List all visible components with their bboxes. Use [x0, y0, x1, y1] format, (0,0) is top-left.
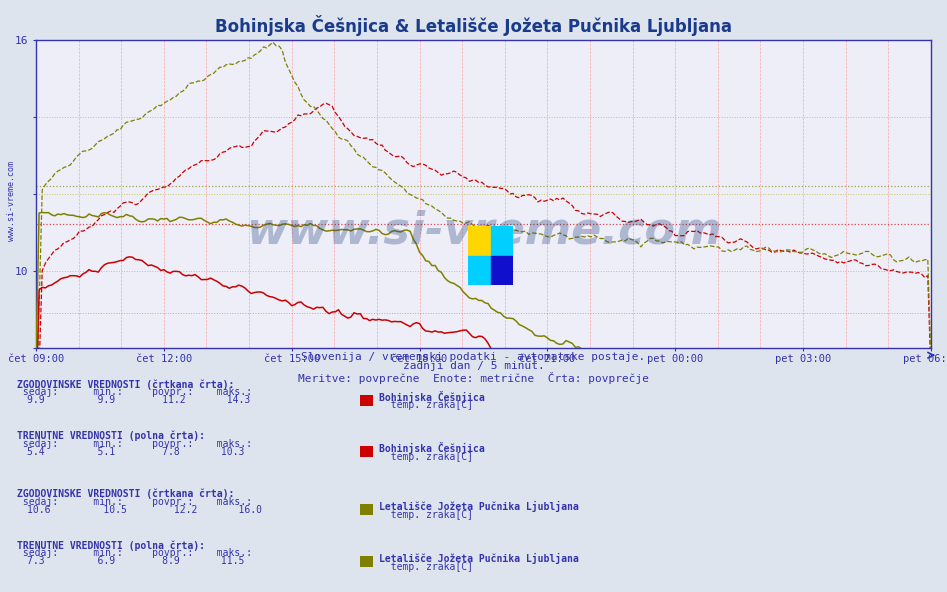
- Text: Letališče Jožeta Pučnika Ljubljana: Letališče Jožeta Pučnika Ljubljana: [379, 553, 579, 564]
- Text: sedaj:      min.:     povpr.:    maks.:: sedaj: min.: povpr.: maks.:: [17, 497, 252, 507]
- Text: temp. zraka[C]: temp. zraka[C]: [379, 452, 473, 462]
- Bar: [468, 256, 491, 285]
- Text: Meritve: povprečne  Enote: metrične  Črta: povprečje: Meritve: povprečne Enote: metrične Črta:…: [298, 372, 649, 384]
- Bar: [468, 226, 491, 256]
- Text: zadnji dan / 5 minut.: zadnji dan / 5 minut.: [402, 361, 545, 371]
- Text: Bohinjska Češnjica: Bohinjska Češnjica: [379, 442, 485, 454]
- Text: Bohinjska Češnjica: Bohinjska Češnjica: [379, 391, 485, 403]
- Text: temp. zraka[C]: temp. zraka[C]: [379, 400, 473, 410]
- Text: 5.4         5.1        7.8       10.3: 5.4 5.1 7.8 10.3: [27, 446, 244, 456]
- Text: Slovenija / vremenski podatki - avtomatske postaje.: Slovenija / vremenski podatki - avtomats…: [301, 352, 646, 362]
- Text: ZGODOVINSKE VREDNOSTI (črtkana črta):: ZGODOVINSKE VREDNOSTI (črtkana črta):: [17, 489, 235, 499]
- Bar: [491, 256, 513, 285]
- Text: sedaj:      min.:     povpr.:    maks.:: sedaj: min.: povpr.: maks.:: [17, 439, 252, 449]
- Text: Bohinjska Češnjica & Letališče Jožeta Pučnika Ljubljana: Bohinjska Češnjica & Letališče Jožeta Pu…: [215, 15, 732, 36]
- Text: 9.9         9.9        11.2       14.3: 9.9 9.9 11.2 14.3: [27, 395, 250, 405]
- Text: Letališče Jožeta Pučnika Ljubljana: Letališče Jožeta Pučnika Ljubljana: [379, 501, 579, 512]
- Text: ZGODOVINSKE VREDNOSTI (črtkana črta):: ZGODOVINSKE VREDNOSTI (črtkana črta):: [17, 379, 235, 390]
- Text: temp. zraka[C]: temp. zraka[C]: [379, 510, 473, 520]
- Text: TRENUTNE VREDNOSTI (polna črta):: TRENUTNE VREDNOSTI (polna črta):: [17, 431, 205, 441]
- Text: temp. zraka[C]: temp. zraka[C]: [379, 561, 473, 571]
- Text: 7.3         6.9        8.9       11.5: 7.3 6.9 8.9 11.5: [27, 556, 244, 566]
- Text: sedaj:      min.:     povpr.:    maks.:: sedaj: min.: povpr.: maks.:: [17, 548, 252, 558]
- Text: 10.6         10.5        12.2       16.0: 10.6 10.5 12.2 16.0: [27, 504, 261, 514]
- Text: TRENUTNE VREDNOSTI (polna črta):: TRENUTNE VREDNOSTI (polna črta):: [17, 540, 205, 551]
- Bar: [491, 226, 513, 256]
- Text: sedaj:      min.:     povpr.:    maks.:: sedaj: min.: povpr.: maks.:: [17, 387, 252, 397]
- Text: www.si-vreme.com: www.si-vreme.com: [245, 209, 722, 252]
- Text: www.si-vreme.com: www.si-vreme.com: [7, 161, 16, 242]
